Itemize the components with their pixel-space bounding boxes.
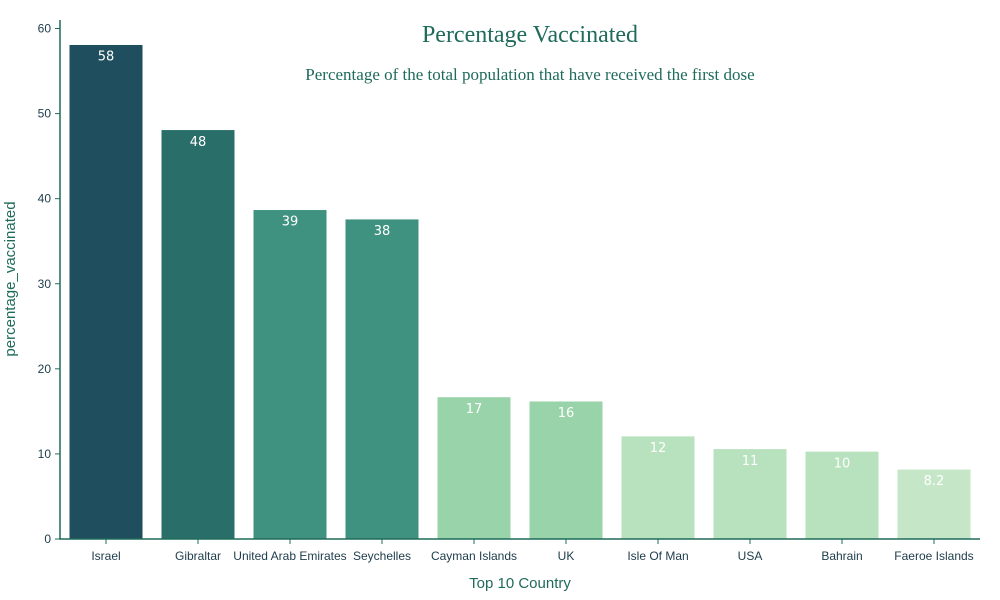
y-tick-label-50: 50	[38, 107, 52, 121]
x-tick-label-faeroe-islands: Faeroe Islands	[894, 549, 973, 563]
y-axis-title: percentage_vaccinated	[2, 201, 19, 356]
bar-value-label-united-arab-emirates: 39	[282, 215, 299, 230]
bars-group	[68, 44, 972, 540]
bar-faeroe-islands	[896, 468, 972, 540]
bar-uk	[528, 400, 604, 540]
x-tick-label-usa: USA	[738, 549, 763, 563]
bar-usa	[712, 448, 788, 540]
x-tick-label-bahrain: Bahrain	[821, 549, 862, 563]
bar-value-label-gibraltar: 48	[190, 135, 207, 150]
bar-value-label-bahrain: 10	[834, 456, 851, 471]
bar-value-label-usa: 11	[742, 454, 759, 469]
bar-gibraltar	[160, 129, 236, 540]
y-tick-label-20: 20	[38, 362, 52, 376]
y-tick-label-40: 40	[38, 192, 52, 206]
chart-title: Percentage Vaccinated	[422, 22, 638, 48]
bar-israel	[68, 44, 144, 540]
x-tick-label-seychelles: Seychelles	[353, 549, 411, 563]
bar-value-label-isle-of-man: 12	[650, 441, 667, 456]
x-tick-label-gibraltar: Gibraltar	[175, 549, 221, 563]
y-tick-label-60: 60	[38, 22, 52, 36]
bar-value-label-seychelles: 38	[374, 224, 391, 239]
x-axis-title: Top 10 Country	[469, 575, 571, 592]
y-tick-label-0: 0	[44, 532, 51, 546]
bar-value-label-uk: 16	[558, 406, 575, 421]
x-axis: Israel Gibraltar United Arab Emirates Seych…	[59, 538, 980, 563]
x-tick-label-israel: Israel	[91, 549, 120, 563]
bar-value-label-cayman-islands: 17	[466, 402, 483, 417]
x-tick-label-isle-of-man: Isle Of Man	[627, 549, 688, 563]
bar-labels-group: 58 48 39 38 17 16 12 11 10 8.2	[98, 50, 945, 490]
x-tick-label-uk: UK	[558, 549, 575, 563]
x-tick-label-united-arab-emirates: United Arab Emirates	[233, 549, 346, 563]
y-axis: 0 10 20 30 40 50 60	[38, 20, 61, 546]
bar-seychelles	[344, 218, 420, 540]
bar-value-label-israel: 58	[98, 50, 115, 65]
y-tick-label-30: 30	[38, 277, 52, 291]
bar-value-label-faeroe-islands: 8.2	[924, 474, 945, 489]
bar-united-arab-emirates	[252, 209, 328, 540]
chart-subtitle: Percentage of the total population that …	[305, 65, 754, 84]
x-tick-label-cayman-islands: Cayman Islands	[431, 549, 517, 563]
y-tick-label-10: 10	[38, 447, 52, 461]
bar-cayman-islands	[436, 396, 512, 540]
